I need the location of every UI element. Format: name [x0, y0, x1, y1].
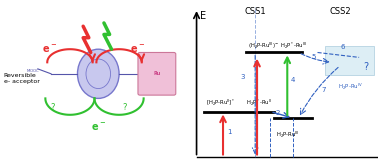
- Text: ?: ?: [363, 62, 369, 72]
- Text: 7: 7: [321, 87, 326, 93]
- Text: $\mathsf{H_2P\text{-}Ru^{IV}}$: $\mathsf{H_2P\text{-}Ru^{IV}}$: [338, 82, 363, 92]
- Text: $\mathsf{H_2P^*\text{-}Ru^{II}}$: $\mathsf{H_2P^*\text{-}Ru^{II}}$: [246, 98, 271, 108]
- Text: 6: 6: [340, 44, 345, 50]
- Text: ?: ?: [51, 103, 55, 112]
- Text: $\mathsf{MOOC}$: $\mathsf{MOOC}$: [26, 67, 40, 74]
- Text: 5: 5: [312, 54, 316, 60]
- FancyBboxPatch shape: [138, 52, 176, 95]
- Text: 1: 1: [227, 130, 231, 135]
- Text: $\mathsf{H_2P^*\text{-}Ru^{III}}$: $\mathsf{H_2P^*\text{-}Ru^{III}}$: [280, 41, 307, 51]
- Text: $(\mathsf{H_2P\text{-}Ru^{III}})^-$: $(\mathsf{H_2P\text{-}Ru^{III}})^-$: [248, 41, 279, 51]
- Ellipse shape: [77, 49, 119, 98]
- Text: $[\mathsf{H_2P\text{-}Ru^{II}}]^*$: $[\mathsf{H_2P\text{-}Ru^{II}}]^*$: [206, 98, 235, 108]
- Text: $\mathbf{e^-}$: $\mathbf{e^-}$: [42, 44, 57, 55]
- Text: 4: 4: [291, 77, 296, 83]
- Text: $\mathbf{e^-}$: $\mathbf{e^-}$: [130, 44, 146, 55]
- Text: $\mathsf{H_2P\text{-}Ru^{III}}$: $\mathsf{H_2P\text{-}Ru^{III}}$: [276, 130, 299, 140]
- Text: E: E: [200, 11, 206, 21]
- Text: 3: 3: [240, 74, 245, 80]
- Text: CSS1: CSS1: [244, 7, 266, 16]
- Text: CSS2: CSS2: [329, 7, 351, 16]
- Text: Reversible
e- acceptor: Reversible e- acceptor: [4, 73, 40, 84]
- Text: $\mathbf{e^-}$: $\mathbf{e^-}$: [91, 122, 106, 133]
- Text: ?: ?: [122, 103, 127, 112]
- Text: Ru: Ru: [153, 71, 161, 76]
- Text: 2: 2: [276, 110, 280, 116]
- FancyBboxPatch shape: [325, 46, 374, 75]
